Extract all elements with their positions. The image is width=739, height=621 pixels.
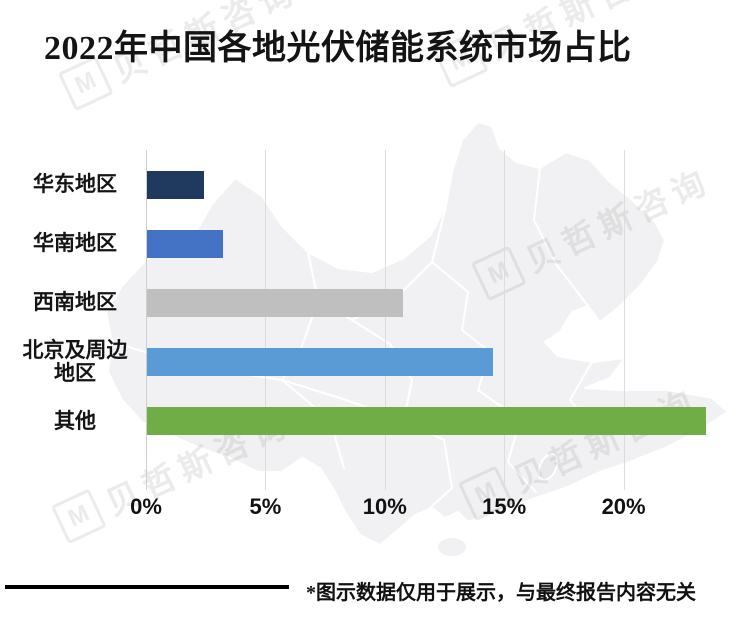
category-label: 其他 xyxy=(54,408,96,433)
x-tick-label: 10% xyxy=(362,494,407,519)
x-tick-label: 5% xyxy=(249,494,282,519)
gridline xyxy=(265,150,267,490)
gridline xyxy=(504,150,506,490)
footnote-disclaimer: *图示数据仅用于展示，与最终报告内容无关 xyxy=(306,582,696,604)
category-label: 华南地区 xyxy=(33,231,117,256)
bar xyxy=(147,229,224,258)
bar xyxy=(147,407,706,436)
hainan-island-shape xyxy=(436,536,468,558)
x-tick-label: 0% xyxy=(130,494,162,519)
chart-title: 2022年中国各地光伏储能系统市场占比 xyxy=(44,30,632,67)
footer-divider-line xyxy=(5,585,289,589)
x-tick-label: 20% xyxy=(601,494,646,519)
gridline xyxy=(623,150,625,490)
category-label: 北京及周边 地区 xyxy=(22,338,128,386)
bar xyxy=(147,170,205,199)
china-mainland-shape xyxy=(105,121,729,546)
taiwan-island-shape xyxy=(537,452,559,482)
category-label: 西南地区 xyxy=(33,290,117,315)
y-axis-line xyxy=(146,150,147,490)
category-label: 华东地区 xyxy=(33,171,117,196)
gridline xyxy=(384,150,386,490)
x-tick-label: 15% xyxy=(482,494,527,519)
bar xyxy=(147,288,403,317)
bar xyxy=(147,348,494,377)
